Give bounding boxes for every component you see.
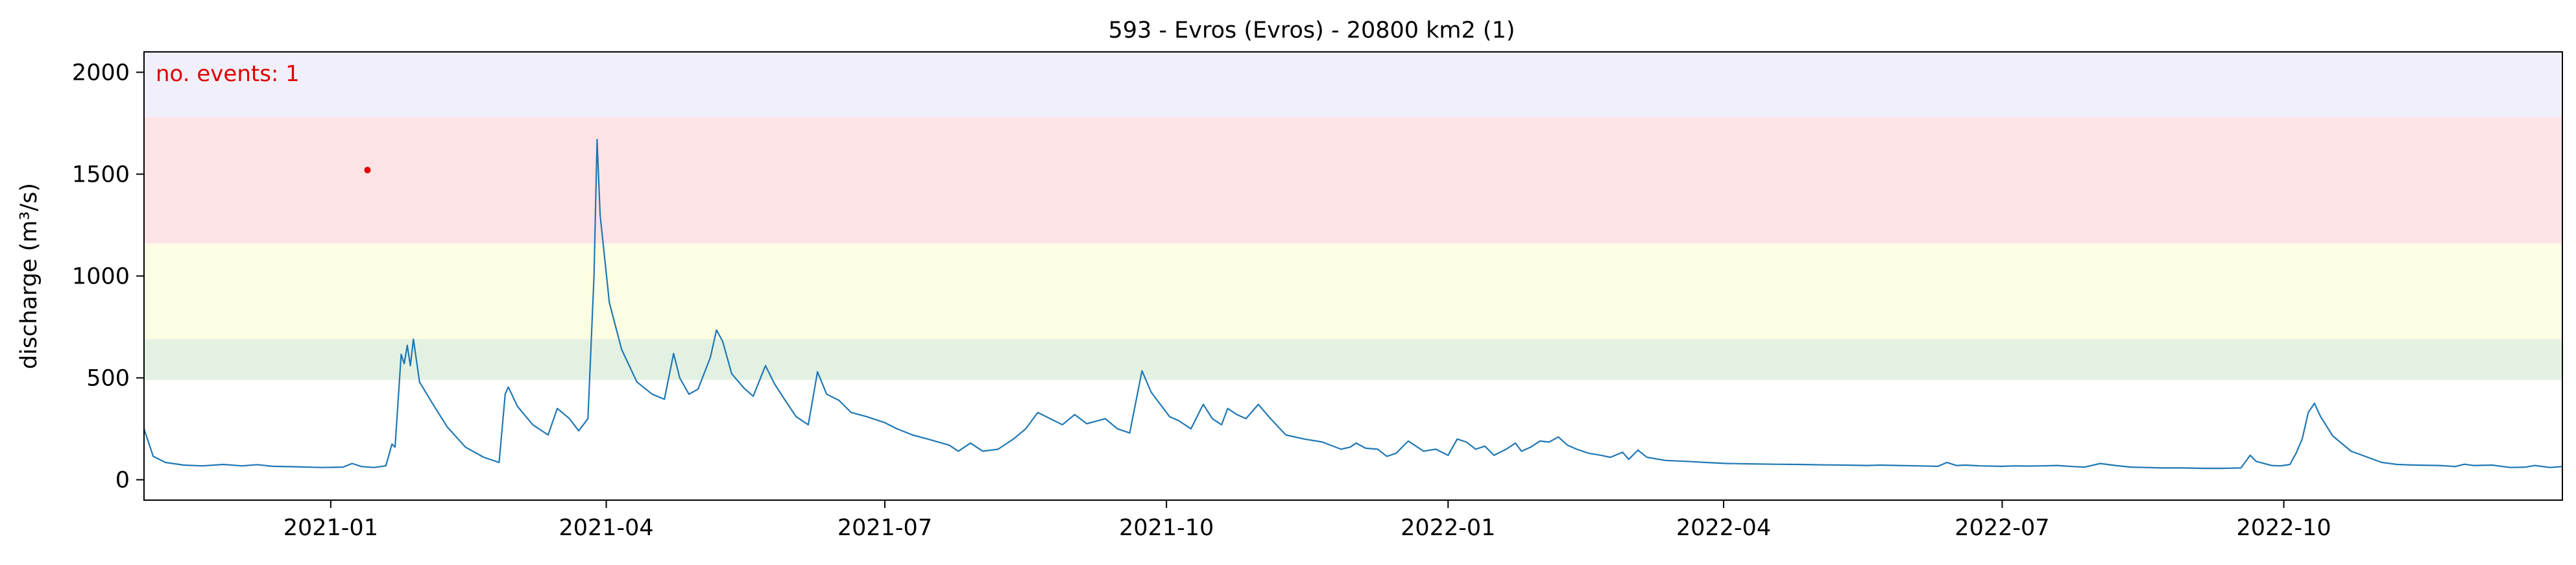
y-axis: 0 500 1000 1500 2000: [72, 60, 144, 494]
discharge-series-line: [143, 139, 2563, 470]
y-tick-label: 1000: [72, 264, 130, 290]
y-tick-label: 500: [86, 366, 130, 392]
threshold-band-4: [144, 52, 2562, 117]
x-tick-label: 2022-07: [1955, 515, 2049, 541]
x-tick-label: 2021-07: [837, 515, 932, 541]
threshold-band-2: [144, 243, 2562, 339]
y-tick-label: 2000: [72, 60, 130, 86]
plot-frame: [143, 51, 2563, 501]
x-tick-label: 2022-10: [2236, 515, 2331, 541]
x-tick-label: 2022-04: [1676, 515, 1771, 541]
y-tick-label: 0: [115, 468, 130, 494]
chart-title: 593 - Evros (Evros) - 20800 km2 (1): [1109, 18, 1515, 43]
event-count-annotation: no. events: 1: [156, 61, 300, 87]
y-axis-label: discharge (m³/s): [16, 183, 42, 369]
y-tick-label: 1500: [72, 162, 130, 187]
threshold-band-3: [144, 117, 2562, 244]
threshold-band-1: [144, 339, 2562, 380]
x-tick-label: 2021-04: [559, 515, 653, 541]
x-axis: 2021-01 2021-04 2021-07 2021-10 2022-01 2022-…: [283, 500, 2331, 541]
x-tick-label: 2021-10: [1119, 515, 1214, 541]
x-tick-label: 2021-01: [283, 515, 378, 541]
threshold-bands: [144, 52, 2562, 380]
event-markers: [364, 167, 371, 174]
event-marker: [364, 167, 371, 174]
x-tick-label: 2022-01: [1401, 515, 1495, 541]
